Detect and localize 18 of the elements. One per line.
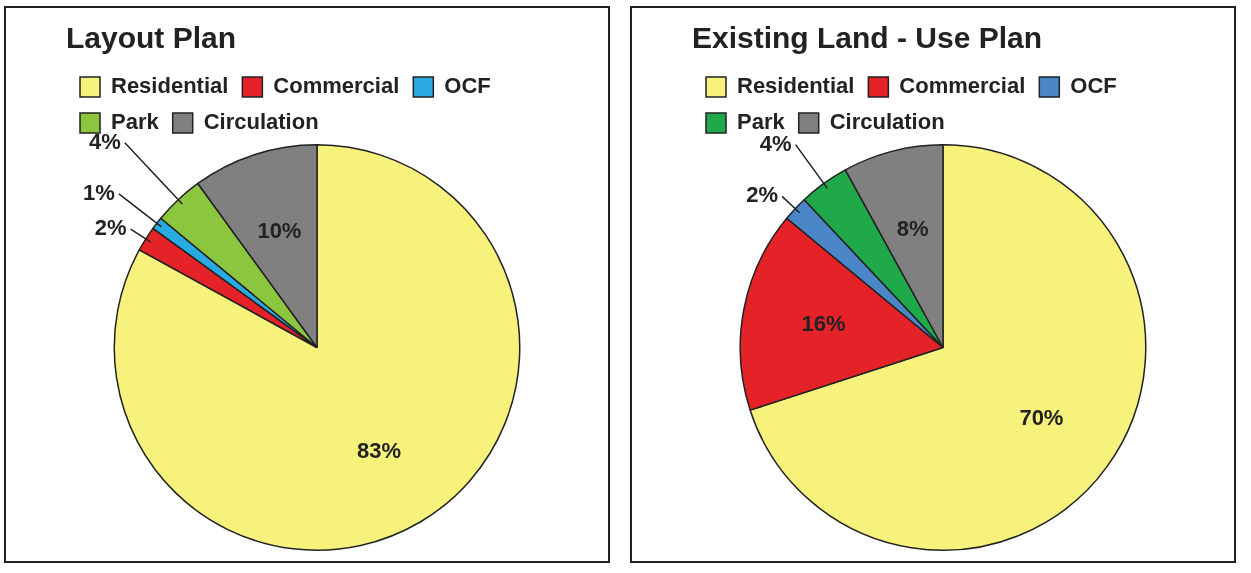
legend-label: Circulation bbox=[829, 109, 945, 135]
legend-label: Residential bbox=[737, 73, 855, 99]
legend-label: OCF bbox=[444, 73, 491, 99]
legend-label: OCF bbox=[1070, 73, 1117, 99]
legend-label: Commercial bbox=[273, 73, 400, 99]
data-label: 2% bbox=[746, 182, 779, 208]
legend-label: Residential bbox=[111, 73, 229, 99]
data-label: 2% bbox=[94, 215, 127, 241]
data-label: 8% bbox=[896, 215, 929, 241]
chart-title: Existing Land - Use Plan bbox=[692, 21, 1043, 55]
data-label: 16% bbox=[801, 310, 846, 336]
chart-title: Layout Plan bbox=[66, 21, 237, 55]
data-label: 83% bbox=[356, 438, 401, 464]
legend-label: Circulation bbox=[203, 109, 319, 135]
data-label: 70% bbox=[1019, 405, 1064, 431]
data-label: 10% bbox=[257, 217, 302, 243]
legend-label: Commercial bbox=[899, 73, 1026, 99]
data-label: 1% bbox=[83, 179, 115, 205]
